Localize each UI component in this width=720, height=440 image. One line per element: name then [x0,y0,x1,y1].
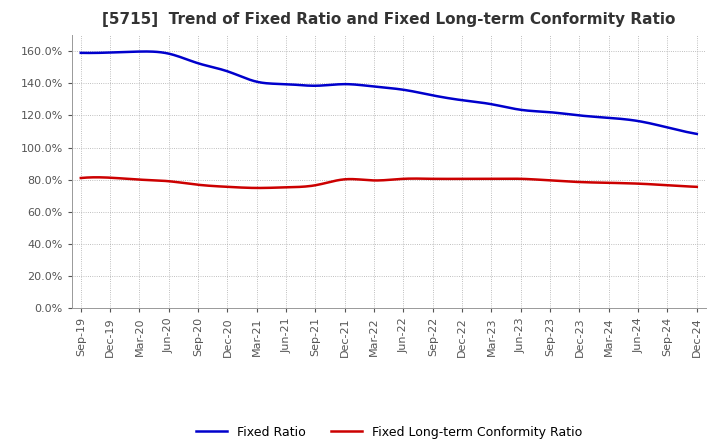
Fixed Ratio [140,49,149,54]
Fixed Long-term Conformity Ratio [693,184,701,190]
Fixed Long-term Conformity Ratio [458,176,467,181]
Line: Fixed Long-term Conformity Ratio: Fixed Long-term Conformity Ratio [81,177,697,188]
Fixed Long-term Conformity Ratio [445,176,454,182]
Fixed Long-term Conformity Ratio [76,176,85,181]
Legend: Fixed Ratio, Fixed Long-term Conformity Ratio: Fixed Ratio, Fixed Long-term Conformity … [191,421,587,440]
Fixed Ratio [637,119,646,124]
Fixed Long-term Conformity Ratio [253,185,262,191]
Fixed Long-term Conformity Ratio [78,175,87,180]
Fixed Long-term Conformity Ratio [600,180,608,185]
Fixed Ratio [598,115,606,120]
Line: Fixed Ratio: Fixed Ratio [81,51,697,134]
Fixed Ratio [456,97,464,103]
Fixed Long-term Conformity Ratio [93,175,102,180]
Fixed Ratio [76,50,85,55]
Fixed Long-term Conformity Ratio [639,181,647,187]
Fixed Ratio [693,131,701,136]
Title: [5715]  Trend of Fixed Ratio and Fixed Long-term Conformity Ratio: [5715] Trend of Fixed Ratio and Fixed Lo… [102,12,675,27]
Fixed Ratio [444,95,452,101]
Fixed Ratio [78,50,87,55]
Fixed Ratio [445,96,454,101]
Fixed Long-term Conformity Ratio [447,176,456,181]
